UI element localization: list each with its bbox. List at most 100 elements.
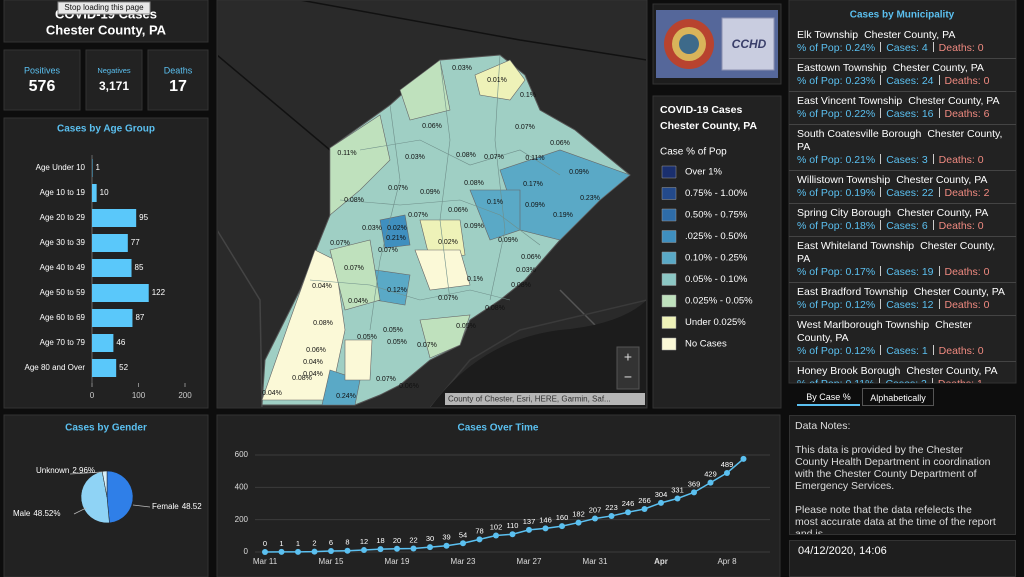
map-label: 0.17% bbox=[523, 181, 543, 188]
logo-text: CCHD bbox=[732, 37, 767, 51]
legend-label: No Cases bbox=[685, 339, 727, 350]
percent-of-pop: % of Pop: 0.21% bbox=[797, 154, 876, 166]
point bbox=[262, 549, 268, 555]
deaths: Deaths: 0 bbox=[944, 299, 990, 311]
municipality-place: Chester County, PA bbox=[864, 29, 956, 41]
municipality-area bbox=[399, 59, 451, 121]
municipality: Willistown Township Chester County, PA % o… bbox=[789, 171, 1016, 204]
municipality-place: Chester County, PA bbox=[896, 207, 989, 219]
value-label: 2 bbox=[312, 539, 316, 548]
zoom-in[interactable]: + bbox=[624, 349, 632, 365]
municipality: East Vincent Township Chester County, PA%… bbox=[789, 92, 1016, 125]
y-tick-label: Age 60 to 69 bbox=[40, 313, 86, 322]
y-tick-label: 400 bbox=[235, 482, 249, 491]
map-label: 0.02% bbox=[438, 239, 458, 246]
map-label: 0.08% bbox=[511, 282, 531, 289]
y-tick-label: 600 bbox=[235, 450, 249, 459]
point bbox=[311, 548, 318, 555]
percent-of-pop: % of Pop: 0.22% bbox=[797, 108, 876, 120]
map-label: 0.08% bbox=[464, 180, 484, 187]
tab[interactable]: Alphabetically bbox=[862, 388, 934, 406]
municipality-name: Spring City Borough bbox=[797, 207, 891, 219]
map-label: 0.05% bbox=[456, 323, 476, 330]
value-label: 54 bbox=[459, 530, 467, 539]
point bbox=[394, 545, 400, 552]
x-tick-label: 200 bbox=[178, 391, 192, 400]
point bbox=[691, 489, 697, 496]
map-label: 0.04% bbox=[312, 283, 332, 290]
cases: Cases: 19 bbox=[886, 266, 934, 278]
y-tick-label: Age 70 to 79 bbox=[40, 338, 86, 347]
value-label: 85 bbox=[135, 263, 144, 272]
map-label: 0.09% bbox=[464, 223, 484, 230]
municipality: South Coatesville Borough Chester County,… bbox=[789, 125, 1016, 171]
map-label: 0.19% bbox=[553, 212, 573, 219]
tab[interactable]: By Case % bbox=[797, 388, 860, 406]
point bbox=[625, 509, 631, 516]
x-tick-label: Mar 23 bbox=[451, 557, 476, 566]
map-label: 0.1% bbox=[467, 276, 483, 283]
y-tick-label: 0 bbox=[244, 547, 249, 556]
separator bbox=[938, 187, 940, 197]
municipality: Elk Township Chester County, PA% of Pop: … bbox=[789, 26, 1016, 59]
pie-slice bbox=[80, 471, 110, 524]
municipality-place: Chester County, PA bbox=[797, 319, 972, 344]
value-label: 46 bbox=[116, 338, 125, 347]
value-label: 10 bbox=[100, 188, 109, 197]
stat-value: 3,171 bbox=[99, 79, 129, 93]
map-label: 0.04% bbox=[262, 390, 282, 397]
cases: Cases: 24 bbox=[886, 75, 934, 87]
legend-swatch bbox=[661, 316, 677, 329]
percent-of-pop: % of Pop: 0.19% bbox=[797, 187, 876, 199]
seal-core bbox=[679, 34, 699, 54]
municipality-area bbox=[344, 339, 373, 381]
municipality-stats: % of Pop: 0.24% Cases: 4 Deaths: 0 bbox=[797, 42, 1008, 55]
deaths: Deaths: 0 bbox=[938, 220, 984, 232]
map-label: 0.08% bbox=[456, 152, 476, 159]
tooltip: Stop loading this page bbox=[64, 3, 144, 12]
municipality-header: Honey Brook Borough Chester County, PA bbox=[797, 365, 1008, 378]
map-label: 0.01% bbox=[487, 77, 507, 84]
municipality-header: East Vincent Township Chester County, PA bbox=[797, 95, 1008, 108]
map-label: 0.11% bbox=[337, 150, 356, 157]
stat-value: 17 bbox=[169, 78, 187, 95]
panel bbox=[216, 414, 781, 577]
notes-paragraph: Please note that the data refelects the … bbox=[795, 504, 996, 535]
value-label: 1 bbox=[279, 539, 283, 548]
zoom-out[interactable]: − bbox=[624, 369, 632, 385]
municipality-place: Chester County, PA bbox=[896, 174, 988, 186]
x-tick-label: Mar 15 bbox=[319, 557, 344, 566]
municipality-name: Willistown Township bbox=[797, 174, 891, 186]
y-tick-label: Age 30 to 39 bbox=[40, 238, 86, 247]
value-label: 207 bbox=[589, 506, 602, 515]
point bbox=[295, 548, 301, 555]
cases: Cases: 22 bbox=[886, 187, 934, 199]
boundary bbox=[369, 104, 401, 331]
y-tick-label: 200 bbox=[235, 515, 249, 524]
bar bbox=[92, 309, 133, 327]
municipality-name: West Marlborough Township bbox=[797, 319, 930, 331]
municipality-stats: % of Pop: 0.21% Cases: 3 Deaths: 0 bbox=[797, 154, 1008, 167]
cases: Cases: 2 bbox=[885, 378, 926, 383]
municipality-area bbox=[379, 214, 411, 249]
municipality-stats: % of Pop: 0.19% Cases: 22 Deaths: 2 bbox=[797, 187, 1008, 200]
percent-of-pop: % of Pop: 0.17% bbox=[797, 266, 876, 278]
boundary bbox=[439, 59, 451, 301]
pie-slice bbox=[101, 470, 108, 498]
cases: Cases: 3 bbox=[886, 154, 928, 166]
legend-swatch bbox=[661, 294, 677, 308]
value-label: 30 bbox=[426, 534, 434, 543]
map-label: 0.02% bbox=[387, 225, 407, 232]
municipality-place: Chester County, PA bbox=[892, 62, 984, 74]
notes-paragraph: This data is provided by the Chester Cou… bbox=[795, 444, 991, 492]
legend-label: 0.75% - 1.00% bbox=[685, 188, 748, 199]
separator bbox=[879, 378, 881, 383]
map-label: 0.07% bbox=[438, 295, 458, 302]
municipality-header: Spring City Borough Chester County, PA bbox=[797, 207, 1008, 220]
map-label: 0.09% bbox=[525, 202, 545, 209]
cases: Cases: 16 bbox=[886, 108, 934, 120]
panel bbox=[788, 0, 1017, 384]
map-label: 0.04% bbox=[303, 359, 323, 366]
map-label: 0.07% bbox=[344, 265, 364, 272]
